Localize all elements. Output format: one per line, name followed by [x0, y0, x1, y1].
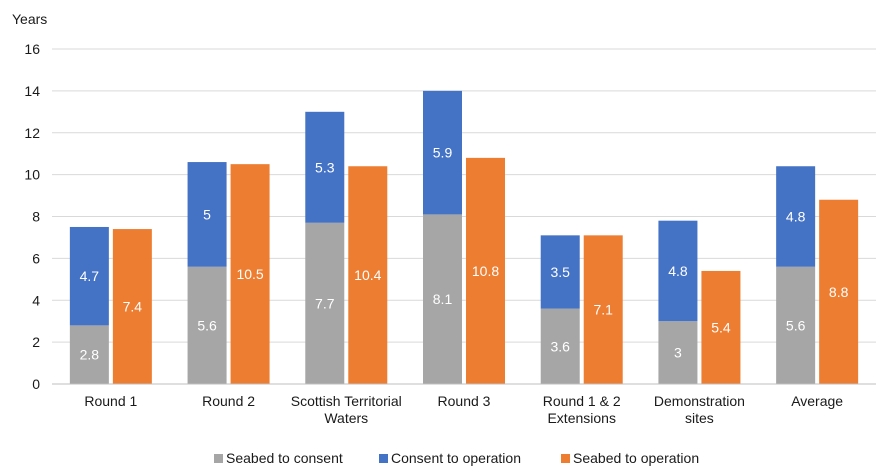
- bar-consent-to-operation: [540, 235, 580, 309]
- data-label: 5.3: [315, 159, 335, 175]
- legend-label: Seabed to consent: [226, 450, 343, 466]
- data-label: 2.8: [80, 347, 100, 363]
- data-label: 3.5: [550, 264, 570, 280]
- data-label: 4.8: [668, 263, 688, 279]
- data-label: 10.8: [472, 263, 499, 279]
- data-label: 8.1: [433, 291, 453, 307]
- legend-swatch: [561, 454, 570, 463]
- bar-consent-to-operation: [187, 162, 227, 267]
- bar-seabed-to-consent: [423, 214, 462, 384]
- bar-consent-to-operation: [658, 220, 698, 322]
- data-label: 8.8: [829, 284, 849, 300]
- y-tick-label: 6: [32, 250, 40, 266]
- y-tick-label: 10: [24, 167, 40, 183]
- data-label: 5.9: [433, 145, 453, 161]
- data-label: 10.5: [236, 266, 263, 282]
- data-label: 5.6: [197, 317, 217, 333]
- y-tick-label: 0: [32, 376, 40, 392]
- x-category-label-line: Average: [791, 393, 843, 409]
- x-category-label-line: Round 1 & 2: [543, 393, 621, 409]
- bar-seabed-to-operation: [701, 270, 741, 384]
- bar-consent-to-operation: [776, 166, 816, 267]
- bar-seabed-to-consent: [776, 266, 816, 384]
- bar-consent-to-operation: [69, 226, 109, 326]
- bar-seabed-to-consent: [69, 325, 109, 384]
- x-category-label-line: Extensions: [547, 410, 615, 426]
- data-labels: 2.8 4.7 7.4 5.6 5 10.5 7.7 5.3 10.4 8.1 5.9 10.8 3.6…: [80, 145, 849, 363]
- data-label: 5.4: [711, 319, 731, 335]
- data-label: 4.7: [80, 268, 100, 284]
- x-category-label-line: Demonstration: [654, 393, 745, 409]
- x-category-label: Round 1: [84, 393, 137, 409]
- bar-seabed-to-operation: [112, 229, 152, 384]
- data-label: 5.6: [786, 317, 806, 333]
- bars: [69, 90, 859, 384]
- y-tick-label: 4: [32, 292, 40, 308]
- bar-seabed-to-operation: [348, 166, 388, 384]
- y-tick-label: 8: [32, 209, 40, 225]
- x-category-label-line: Round 3: [438, 393, 491, 409]
- bar-seabed-to-operation: [466, 157, 505, 384]
- legend: Seabed to consent Consent to operation Sea…: [214, 450, 699, 466]
- y-tick-label: 12: [24, 125, 40, 141]
- bar-consent-to-operation: [305, 111, 345, 223]
- bar-consent-to-operation: [423, 90, 462, 215]
- grid-lines: [52, 48, 876, 343]
- x-category-label: Average: [791, 393, 843, 409]
- data-label: 7.1: [593, 302, 613, 318]
- axes: Years 0 2 4 6 8 10 12 14 16 Round 1 Round 2 Scottish…: [12, 11, 876, 426]
- bar-seabed-to-consent: [540, 308, 580, 384]
- y-tick-label: 16: [24, 41, 40, 57]
- bar-seabed-to-operation: [819, 199, 859, 384]
- legend-label: Consent to operation: [391, 450, 521, 466]
- x-category-label-line: Scottish Territorial: [291, 393, 402, 409]
- data-label: 5: [203, 206, 211, 222]
- legend-label: Seabed to operation: [573, 450, 699, 466]
- x-category-label: Scottish Territorial Waters: [291, 393, 402, 426]
- x-category-label-line: Round 1: [84, 393, 137, 409]
- y-tick-label: 2: [32, 334, 40, 350]
- bar-seabed-to-operation: [230, 164, 270, 384]
- data-label: 3: [674, 345, 682, 361]
- x-category-label-line: Waters: [324, 410, 368, 426]
- x-category-label-line: Round 2: [202, 393, 255, 409]
- data-label: 10.4: [354, 267, 381, 283]
- data-label: 7.7: [315, 295, 335, 311]
- x-category-label: Round 2: [202, 393, 255, 409]
- bar-seabed-to-consent: [187, 266, 227, 384]
- bar-seabed-to-consent: [305, 222, 345, 384]
- x-category-label-line: sites: [685, 410, 714, 426]
- y-tick-label: 14: [24, 83, 40, 99]
- y-axis-unit-label: Years: [12, 11, 47, 27]
- bar-seabed-to-operation: [583, 235, 623, 384]
- data-label: 3.6: [550, 338, 570, 354]
- data-label: 4.8: [786, 209, 806, 225]
- data-label: 7.4: [123, 299, 143, 315]
- bar-seabed-to-consent: [658, 321, 698, 384]
- x-category-label: Demonstration sites: [654, 393, 745, 426]
- x-category-label: Round 3: [438, 393, 491, 409]
- legend-swatch: [379, 454, 388, 463]
- legend-swatch: [214, 454, 223, 463]
- x-category-label: Round 1 & 2 Extensions: [543, 393, 621, 426]
